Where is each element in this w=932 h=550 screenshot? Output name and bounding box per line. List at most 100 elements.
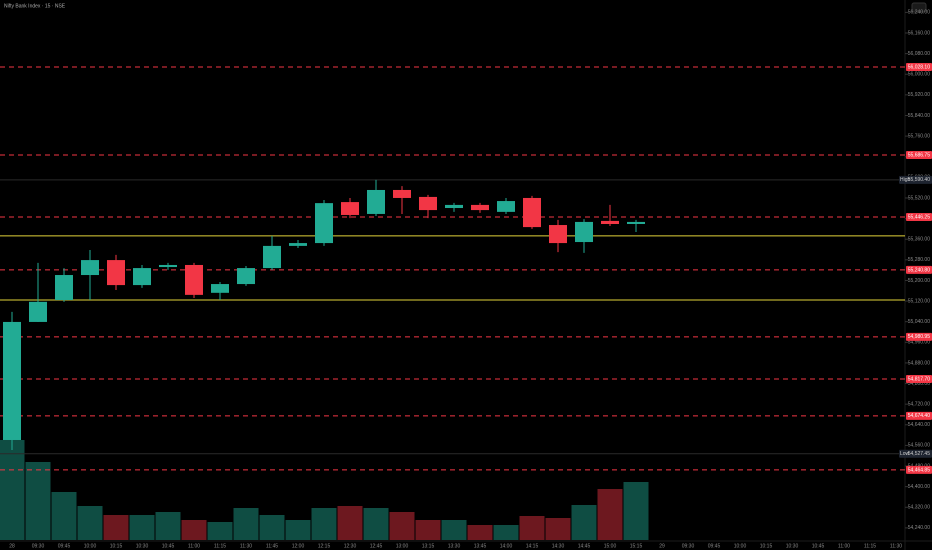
- volume-bar: [0, 440, 25, 540]
- x-tick-label: 14:00: [500, 543, 513, 549]
- y-tick-label: 54,320.00: [908, 505, 930, 511]
- y-tick-label: 55,280.00: [908, 257, 930, 263]
- x-tick-label: 14:15: [526, 543, 539, 549]
- volume-bar: [285, 520, 311, 540]
- level-label: 55,446.25: [908, 214, 930, 220]
- y-tick-label: 56,160.00: [908, 30, 930, 36]
- level-label: 55,240.80: [908, 267, 930, 273]
- x-tick-label: 15:15: [630, 543, 643, 549]
- extreme-name: High: [900, 177, 911, 183]
- y-tick-label: 54,880.00: [908, 360, 930, 366]
- level-label: 56,028.10: [908, 64, 930, 70]
- x-tick-label: 11:45: [266, 543, 278, 549]
- x-tick-label: 10:15: [760, 543, 773, 549]
- candle-body: [627, 221, 645, 224]
- candle-body: [601, 220, 619, 224]
- y-tick-label: 54,720.00: [908, 401, 930, 407]
- candle-body: [159, 264, 177, 268]
- candle-body: [237, 268, 255, 285]
- candle-body: [55, 275, 73, 301]
- candle-body: [29, 301, 47, 322]
- candle-body: [367, 189, 385, 214]
- x-tick-label: 14:30: [552, 543, 565, 549]
- x-tick-label: 13:45: [474, 543, 487, 549]
- volume-bar: [77, 506, 103, 540]
- y-tick-label: 56,000.00: [908, 72, 930, 78]
- candle-body: [3, 321, 21, 440]
- settings-button[interactable]: [911, 2, 927, 13]
- volume-bar: [129, 515, 155, 540]
- x-tick-label: 10:00: [734, 543, 747, 549]
- level-label: 54,817.70: [908, 376, 930, 382]
- x-tick-label: 09:30: [682, 543, 695, 549]
- level-label-box: [906, 374, 932, 383]
- x-tick-label: 13:15: [422, 543, 435, 549]
- x-tick-label: 10:30: [136, 543, 149, 549]
- x-tick-label: 11:00: [188, 543, 200, 549]
- candle-body: [107, 260, 125, 286]
- y-tick-label: 55,520.00: [908, 195, 930, 201]
- volume-bar: [597, 489, 623, 540]
- volume-bar: [519, 516, 545, 540]
- volume-bar: [103, 515, 129, 540]
- level-label-box: [906, 465, 932, 474]
- level-label-box: [906, 411, 932, 420]
- extreme-name: Low: [900, 451, 910, 457]
- candle-body: [549, 225, 567, 244]
- chart-title: Nifty Bank Index · 15 · NSE: [4, 3, 66, 9]
- candle-body: [393, 189, 411, 198]
- y-tick-label: 54,560.00: [908, 443, 930, 449]
- y-tick-label: 54,640.00: [908, 422, 930, 428]
- x-tick-label: 14:45: [578, 543, 591, 549]
- extreme-box: [899, 449, 932, 458]
- y-tick-label: 55,360.00: [908, 237, 930, 243]
- volume-bar: [311, 508, 337, 540]
- x-tick-label: 11:30: [890, 543, 902, 549]
- volume-bar: [493, 525, 519, 540]
- x-tick-label: 13:00: [396, 543, 409, 549]
- level-label-box: [906, 332, 932, 341]
- candle-body: [419, 196, 437, 211]
- y-tick-label: 55,840.00: [908, 113, 930, 119]
- level-label: 54,464.85: [908, 467, 930, 473]
- x-tick-label: 11:15: [864, 543, 876, 549]
- volume-bar: [441, 520, 467, 540]
- x-tick-label: 09:45: [708, 543, 721, 549]
- volume-bar: [207, 522, 233, 540]
- x-tick-label: 29: [659, 543, 665, 549]
- candle-body: [575, 221, 593, 243]
- x-tick-label: 15:00: [604, 543, 617, 549]
- volume-bar: [51, 492, 77, 540]
- y-tick-label: 55,120.00: [908, 298, 930, 304]
- volume-bar: [181, 520, 207, 540]
- volume-bar: [155, 512, 181, 540]
- x-tick-label: 12:45: [370, 543, 383, 549]
- volume-bar: [571, 505, 597, 540]
- extreme-label: 55,590.40: [908, 177, 930, 183]
- y-tick-label: 56,080.00: [908, 51, 930, 57]
- level-label: 55,686.75: [908, 152, 930, 158]
- candle-body: [523, 197, 541, 228]
- x-tick-label: 11:00: [838, 543, 850, 549]
- extreme-box: [899, 175, 932, 184]
- y-tick-label: 55,040.00: [908, 319, 930, 325]
- volume-bar: [25, 462, 51, 540]
- x-tick-label: 09:30: [32, 543, 45, 549]
- y-tick-label: 56,240.00: [908, 10, 930, 16]
- candle-body: [289, 243, 307, 246]
- volume-bar: [623, 482, 649, 540]
- volume-bar: [545, 518, 571, 540]
- volume-bar: [259, 515, 285, 540]
- candle-body: [185, 264, 203, 295]
- level-label: 54,980.95: [908, 334, 930, 340]
- x-tick-label: 12:15: [318, 543, 331, 549]
- extreme-label: 54,527.45: [908, 451, 930, 457]
- x-tick-label: 28: [9, 543, 15, 549]
- x-tick-label: 10:45: [812, 543, 825, 549]
- candle-body: [341, 202, 359, 215]
- y-tick-label: 54,960.00: [908, 340, 930, 346]
- candle-body: [263, 245, 281, 269]
